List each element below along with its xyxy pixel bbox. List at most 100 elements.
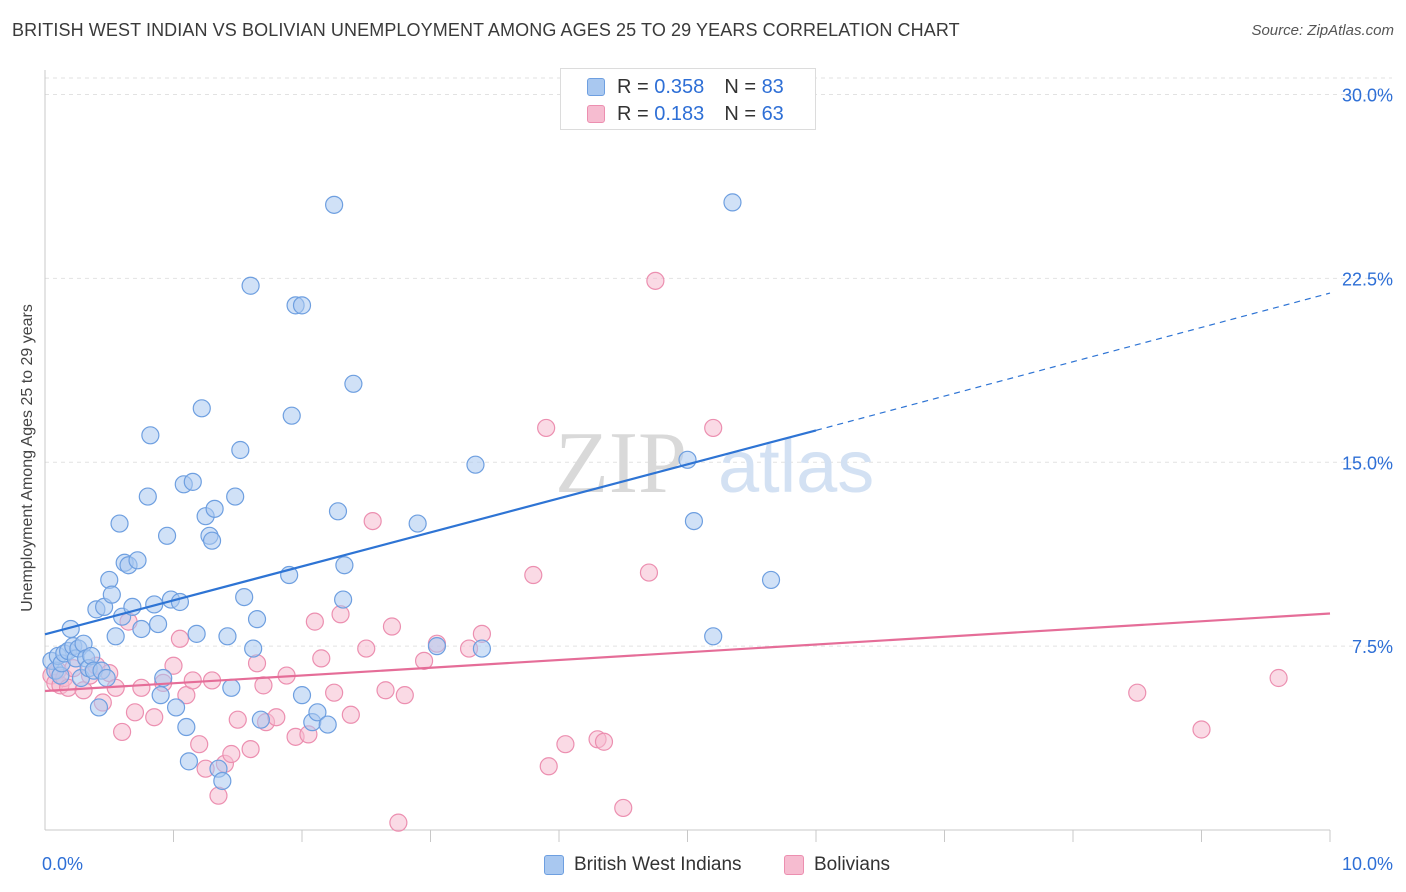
point-bolivians bbox=[704, 418, 723, 438]
tick-labels: 7.5% 15.0% 22.5% 30.0% 0.0% 10.0% bbox=[42, 86, 1393, 874]
axes bbox=[44, 70, 1331, 842]
legend-item-bolivians: Bolivians bbox=[784, 852, 890, 878]
point-bolivians bbox=[222, 744, 241, 764]
point-british-west-indians bbox=[151, 686, 170, 705]
point-british-west-indians bbox=[231, 440, 250, 460]
point-british-west-indians bbox=[138, 487, 157, 506]
point-british-west-indians bbox=[334, 590, 353, 609]
point-bolivians bbox=[395, 686, 414, 705]
point-bolivians bbox=[382, 617, 402, 636]
point-bolivians bbox=[305, 612, 324, 631]
point-bolivians bbox=[1269, 668, 1288, 688]
point-bolivians bbox=[524, 565, 543, 585]
point-british-west-indians bbox=[89, 698, 109, 717]
trend-line-extension-british-west-indians bbox=[815, 292, 1331, 431]
point-british-west-indians bbox=[202, 531, 222, 550]
point-bolivians bbox=[190, 735, 209, 754]
chart-title: BRITISH WEST INDIAN VS BOLIVIAN UNEMPLOY… bbox=[12, 20, 960, 40]
point-british-west-indians bbox=[177, 717, 196, 737]
point-bolivians bbox=[228, 710, 247, 729]
point-british-west-indians bbox=[205, 499, 224, 518]
legend-swatch-pink bbox=[784, 855, 804, 875]
x-tick-label: 0.0% bbox=[42, 854, 83, 874]
point-bolivians bbox=[254, 676, 273, 695]
point-bolivians bbox=[556, 735, 575, 754]
point-british-west-indians bbox=[100, 570, 119, 590]
point-british-west-indians bbox=[318, 715, 337, 734]
stats-legend: R = 0.358 N = 83 R = 0.183 N = 63 bbox=[560, 68, 816, 130]
point-bolivians bbox=[132, 678, 151, 697]
point-bolivians bbox=[389, 813, 408, 832]
point-british-west-indians bbox=[218, 627, 237, 646]
point-british-west-indians bbox=[132, 619, 151, 639]
trend-lines bbox=[44, 292, 1331, 693]
gridlines bbox=[45, 77, 1392, 647]
x-tick-label: 10.0% bbox=[1342, 854, 1393, 874]
point-british-west-indians bbox=[292, 296, 312, 315]
point-bolivians bbox=[594, 732, 614, 751]
point-british-west-indians bbox=[704, 627, 723, 646]
point-british-west-indians bbox=[179, 752, 199, 771]
point-british-west-indians bbox=[187, 624, 206, 643]
point-british-west-indians bbox=[235, 587, 254, 607]
point-british-west-indians bbox=[335, 556, 354, 575]
point-british-west-indians bbox=[213, 771, 232, 791]
point-british-west-indians bbox=[247, 610, 267, 629]
point-bolivians bbox=[539, 757, 558, 776]
point-british-west-indians bbox=[251, 710, 270, 729]
stats-row-british-west-indians: R = 0.358 N = 83 bbox=[587, 74, 784, 100]
y-tick-label: 15.0% bbox=[1342, 453, 1393, 473]
point-bolivians bbox=[145, 708, 164, 727]
watermark-zip: ZIP bbox=[555, 415, 687, 512]
n-value: 83 bbox=[761, 75, 784, 98]
point-british-west-indians bbox=[102, 585, 121, 604]
n-value: 63 bbox=[761, 102, 784, 125]
scatter-points bbox=[42, 193, 1288, 832]
legend-item-british-west-indians: British West Indians bbox=[544, 852, 742, 878]
point-british-west-indians bbox=[408, 514, 427, 533]
stats-row-bolivians: R = 0.183 N = 63 bbox=[587, 101, 784, 127]
point-bolivians bbox=[325, 683, 344, 702]
point-bolivians bbox=[112, 722, 132, 742]
point-british-west-indians bbox=[97, 668, 116, 688]
point-british-west-indians bbox=[157, 526, 177, 545]
point-british-west-indians bbox=[226, 487, 245, 506]
point-british-west-indians bbox=[128, 551, 147, 570]
point-british-west-indians bbox=[106, 627, 125, 646]
point-british-west-indians bbox=[472, 639, 491, 658]
point-british-west-indians bbox=[684, 511, 704, 531]
point-bolivians bbox=[331, 605, 350, 624]
point-british-west-indians bbox=[292, 686, 312, 705]
r-value: 0.358 bbox=[654, 75, 705, 98]
point-bolivians bbox=[267, 708, 286, 727]
point-bolivians bbox=[414, 651, 434, 670]
point-british-west-indians bbox=[82, 646, 101, 666]
y-axis-label: Unemployment Among Ages 25 to 29 years bbox=[19, 304, 36, 612]
point-british-west-indians bbox=[192, 399, 211, 418]
point-bolivians bbox=[125, 703, 145, 722]
point-bolivians bbox=[164, 656, 183, 675]
point-bolivians bbox=[537, 418, 556, 438]
y-tick-label: 22.5% bbox=[1342, 269, 1393, 289]
r-label: R = bbox=[617, 102, 649, 125]
point-british-west-indians bbox=[141, 426, 160, 445]
point-british-west-indians bbox=[308, 703, 327, 722]
point-british-west-indians bbox=[166, 698, 186, 717]
y-tick-label: 30.0% bbox=[1342, 86, 1393, 106]
r-value: 0.183 bbox=[654, 102, 705, 125]
point-bolivians bbox=[1128, 683, 1147, 702]
point-bolivians bbox=[639, 563, 659, 582]
swatch-pink bbox=[587, 105, 605, 123]
point-british-west-indians bbox=[183, 472, 202, 491]
trend-line-british-west-indians bbox=[44, 429, 817, 636]
point-bolivians bbox=[357, 639, 376, 658]
n-label: N = bbox=[724, 75, 756, 98]
r-label: R = bbox=[617, 75, 649, 98]
point-british-west-indians bbox=[244, 639, 263, 658]
point-british-west-indians bbox=[466, 455, 485, 474]
trend-line-bolivians bbox=[44, 612, 1331, 693]
point-bolivians bbox=[312, 649, 331, 668]
point-british-west-indians bbox=[154, 668, 173, 688]
point-british-west-indians bbox=[148, 614, 168, 634]
